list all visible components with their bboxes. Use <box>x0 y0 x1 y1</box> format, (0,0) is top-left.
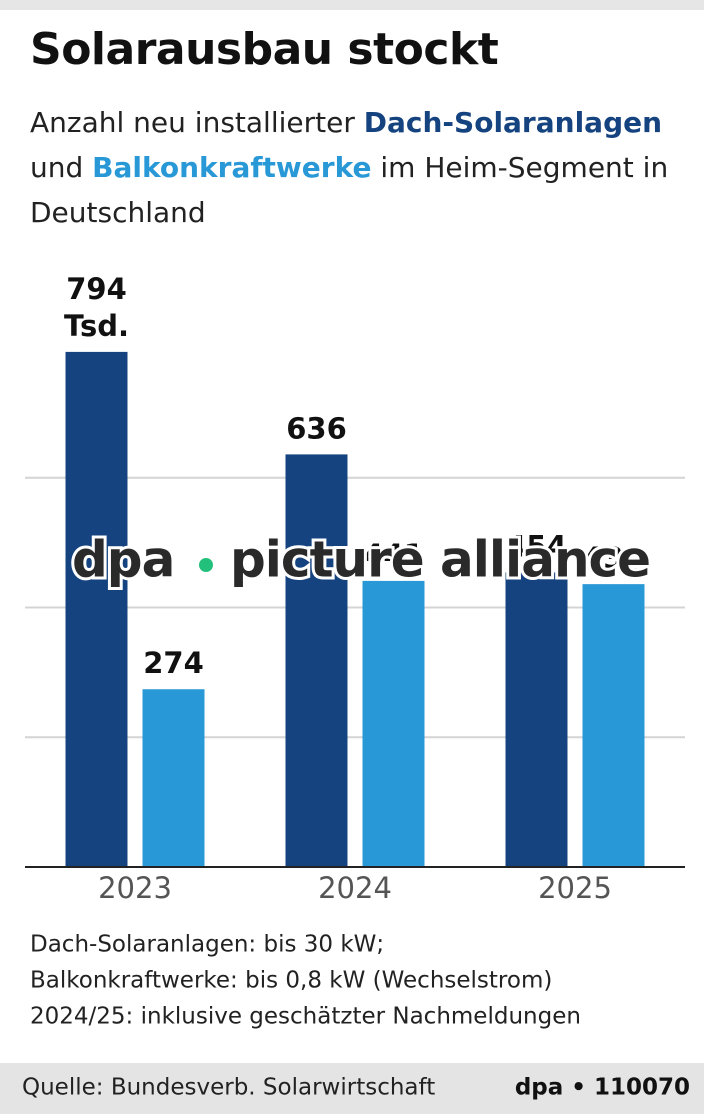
bar <box>142 689 205 867</box>
note: Dach-Solaranlagen: bis 30 kW; <box>30 932 384 958</box>
data-label: 794 Tsd. <box>64 272 129 343</box>
credit: dpa • 110070 <box>515 1075 690 1101</box>
chart-title: Solarausbau stockt <box>30 24 499 75</box>
data-label: 441 <box>363 538 424 572</box>
data-label: 436 <box>583 541 644 575</box>
subtitle: Anzahl neu installierter Dach-Solaranlag… <box>30 100 700 235</box>
x-tick-label: 2024 <box>318 871 392 905</box>
x-tick-label: 2023 <box>98 871 172 905</box>
source: Quelle: Bundesverb. Solarwirtschaft <box>22 1075 435 1101</box>
bar <box>582 584 645 867</box>
watermark-dot <box>199 558 213 572</box>
top-bar <box>0 0 704 10</box>
bar <box>505 572 568 867</box>
footer-band <box>0 1063 704 1114</box>
bar <box>362 580 425 867</box>
bar <box>285 454 348 867</box>
data-label: 454 <box>506 529 567 563</box>
watermark: picture alliance <box>230 531 650 589</box>
x-tick-label: 2025 <box>538 871 612 905</box>
subtitle-text: Anzahl neu installierter <box>30 106 355 139</box>
note: Balkonkraftwerke: bis 0,8 kW (Wechselstr… <box>30 968 552 994</box>
legend-entry: Dach-Solaranlagen <box>363 106 663 139</box>
data-label: 636 <box>286 411 347 445</box>
subtitle-text: im Heim-Segment in Deutschland <box>30 151 669 229</box>
note: 2024/25: inklusive geschätzter Nachmeldu… <box>30 1004 581 1030</box>
watermark: dpa <box>72 531 174 589</box>
bar <box>65 351 128 868</box>
legend-entry: Balkonkraftwerke <box>92 151 372 184</box>
subtitle-text: und <box>30 151 84 184</box>
data-label: 274 <box>143 646 204 680</box>
